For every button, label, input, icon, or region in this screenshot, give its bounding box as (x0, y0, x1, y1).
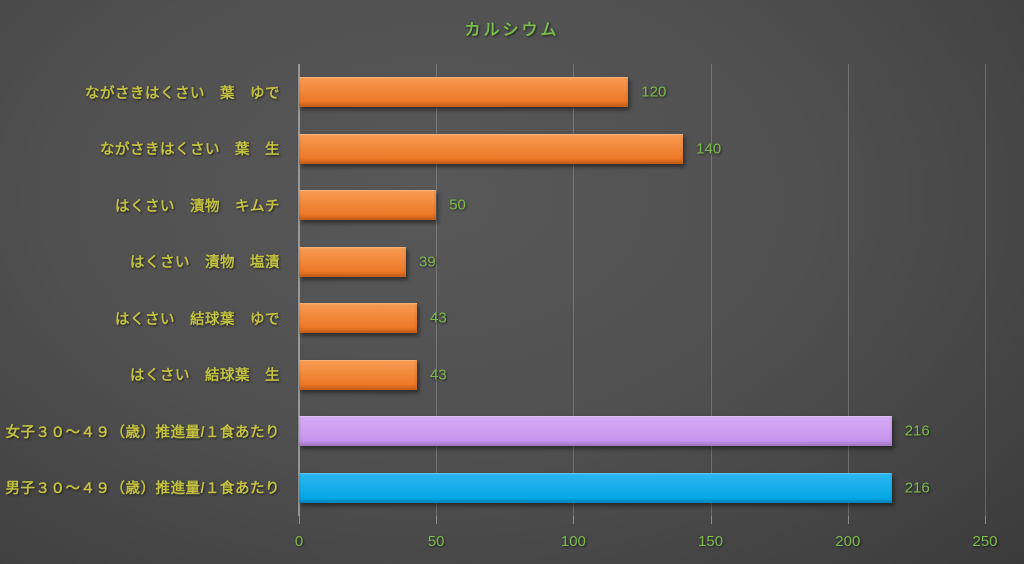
bar (299, 77, 629, 108)
value-label: 39 (419, 253, 436, 271)
x-tick-label: 50 (427, 533, 445, 550)
value-label: 50 (449, 196, 466, 214)
bar (299, 472, 892, 503)
gridline (847, 64, 849, 516)
x-tick-mark (573, 516, 575, 524)
chart-title: カルシウム (464, 22, 560, 39)
x-axis: 0 50 100 150 200 250 (295, 533, 998, 557)
x-tick-label: 100 (560, 533, 586, 550)
category-label: 女子３０～４９（歳）推進量/１食あたり (5, 424, 280, 441)
category-label: はくさい 結球葉 ゆで (115, 311, 280, 328)
x-tick-mark (985, 516, 986, 524)
plot-area: 120 140 50 39 43 43 216 216 (298, 64, 986, 524)
category-label: 男子３０～４９（歳）推進量/１食あたり (5, 481, 280, 498)
x-tick-label: 250 (972, 533, 998, 550)
value-label: 43 (429, 309, 447, 327)
category-label: はくさい 漬物 キムチ (115, 198, 280, 215)
x-tick-mark (436, 516, 438, 524)
gridline (573, 64, 575, 516)
value-label: 43 (429, 366, 447, 384)
gridline (710, 64, 712, 516)
bar (299, 359, 417, 390)
x-tick-label: 150 (698, 533, 724, 550)
x-tick-mark (847, 516, 849, 524)
value-label: 216 (904, 422, 930, 440)
x-tick-mark (299, 516, 300, 524)
bar (299, 246, 407, 277)
value-label: 140 (696, 140, 722, 158)
category-label: はくさい 結球葉 生 (130, 368, 280, 385)
category-axis: ながさきはくさい 葉 ゆで ながさきはくさい 葉 生はくさい 漬物 キムチ はくさい… (0, 64, 290, 516)
value-label: 216 (904, 479, 930, 497)
category-label: ながさきはくさい 葉 ゆで (85, 85, 280, 102)
x-tick-label: 0 (294, 533, 304, 550)
x-tick-mark (710, 516, 712, 524)
bar (299, 190, 437, 221)
bar (299, 303, 417, 334)
value-label: 120 (641, 83, 667, 101)
y-axis-line (298, 64, 300, 516)
bar (299, 416, 892, 447)
gridline (985, 64, 986, 516)
category-label: はくさい 漬物 塩漬 (130, 255, 280, 272)
x-tick-label: 200 (835, 533, 861, 550)
bar (299, 133, 684, 164)
gridline (436, 64, 438, 516)
category-label: ながさきはくさい 葉 生 (100, 142, 280, 159)
